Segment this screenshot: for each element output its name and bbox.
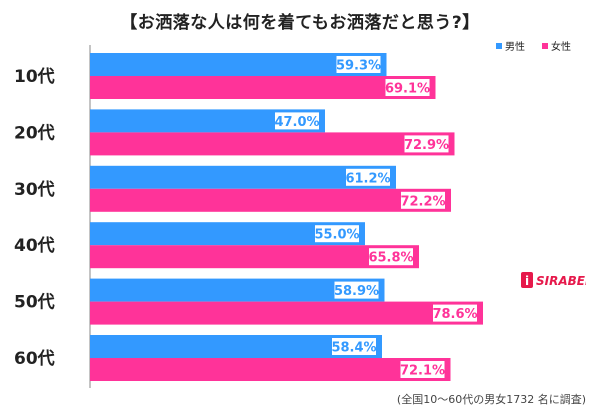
category-label: 20代	[14, 122, 55, 143]
data-label: 65.8%	[368, 251, 413, 266]
data-label-bg	[332, 338, 376, 355]
bar	[90, 188, 451, 212]
data-label-bg	[400, 361, 445, 378]
category-label: 60代	[14, 348, 55, 369]
data-label-bg	[385, 79, 430, 96]
data-label-bg	[346, 168, 390, 186]
bar	[90, 222, 365, 246]
bar	[90, 53, 387, 76]
data-label-bg	[401, 191, 445, 209]
bar	[90, 245, 419, 269]
category-label: 40代	[14, 235, 55, 256]
data-label-bg	[275, 112, 319, 130]
data-label-bg	[404, 135, 449, 153]
legend-label: 女性	[551, 40, 571, 53]
chart-title: 【お洒落な人は何を着てもお洒落だと思う?】	[120, 13, 480, 33]
data-label: 55.0%	[314, 228, 359, 243]
bar	[90, 109, 325, 133]
legend-swatch	[542, 43, 548, 49]
bar	[90, 132, 455, 156]
legend-swatch	[496, 43, 502, 49]
category-label: 10代	[14, 66, 55, 87]
sirabee-logo: i SIRABEE	[520, 271, 586, 289]
data-label: 72.9%	[404, 138, 449, 153]
data-label: 69.1%	[385, 82, 430, 97]
bar	[90, 278, 385, 302]
data-label: 58.4%	[331, 341, 376, 356]
data-label-bg	[336, 56, 381, 73]
legend-label: 男性	[505, 40, 525, 53]
data-label-bg	[433, 304, 477, 322]
bar	[90, 76, 436, 99]
data-label: 61.2%	[345, 171, 390, 186]
data-label-bg	[315, 225, 359, 243]
category-label: 50代	[14, 292, 55, 313]
footnote: (全国10〜60代の男女1732 名に調査)	[396, 393, 586, 406]
bar	[90, 301, 483, 325]
bar	[90, 335, 382, 358]
bar	[90, 165, 396, 189]
category-label: 30代	[14, 179, 55, 200]
logo-text: SIRABEE	[536, 274, 586, 288]
bar	[90, 358, 451, 381]
data-label-bg	[334, 281, 379, 299]
data-label: 58.9%	[334, 284, 379, 299]
data-label: 47.0%	[274, 115, 319, 130]
data-label: 72.1%	[400, 364, 445, 379]
data-label: 59.3%	[336, 59, 381, 74]
svg-text:i: i	[525, 274, 529, 288]
data-label: 78.6%	[432, 307, 477, 322]
data-label-bg	[369, 248, 413, 266]
data-label: 72.2%	[400, 194, 445, 209]
